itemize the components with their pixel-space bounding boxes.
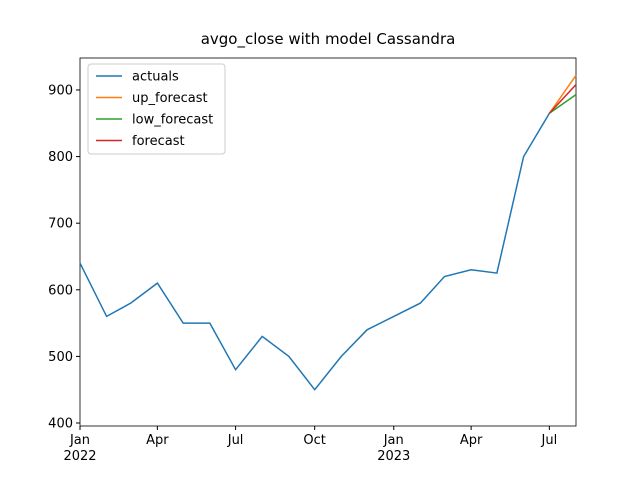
- y-tick-label: 400: [48, 417, 73, 432]
- y-tick-label: 900: [48, 83, 73, 98]
- x-tick-label: Jul: [227, 433, 244, 448]
- x-tick-label: Oct: [303, 433, 326, 448]
- x-tick-label: Apr: [146, 433, 169, 448]
- x-tick-label: Apr: [459, 433, 483, 448]
- legend-box: [87, 63, 226, 155]
- x-tick-label: Jul: [541, 433, 558, 448]
- y-tick-label: 800: [48, 150, 73, 165]
- y-tick-label: 600: [48, 283, 73, 298]
- series-line: [548, 74, 577, 114]
- legend-label: forecast: [132, 134, 185, 149]
- legend-label: up_forecast: [132, 91, 208, 106]
- plot-frame: [79, 57, 577, 427]
- legend-label: actuals: [132, 70, 179, 85]
- x-tick-label: Jan 2022: [63, 433, 97, 464]
- chart-title: avgo_close with model Cassandra: [201, 30, 456, 49]
- series-line: [548, 84, 577, 114]
- series-line: [79, 112, 551, 391]
- legend-label: low_forecast: [132, 113, 213, 128]
- y-tick-label: 500: [48, 350, 73, 365]
- x-tick-label: Jan 2023: [377, 433, 411, 464]
- y-tick-label: 700: [48, 217, 73, 232]
- series-line: [548, 93, 577, 114]
